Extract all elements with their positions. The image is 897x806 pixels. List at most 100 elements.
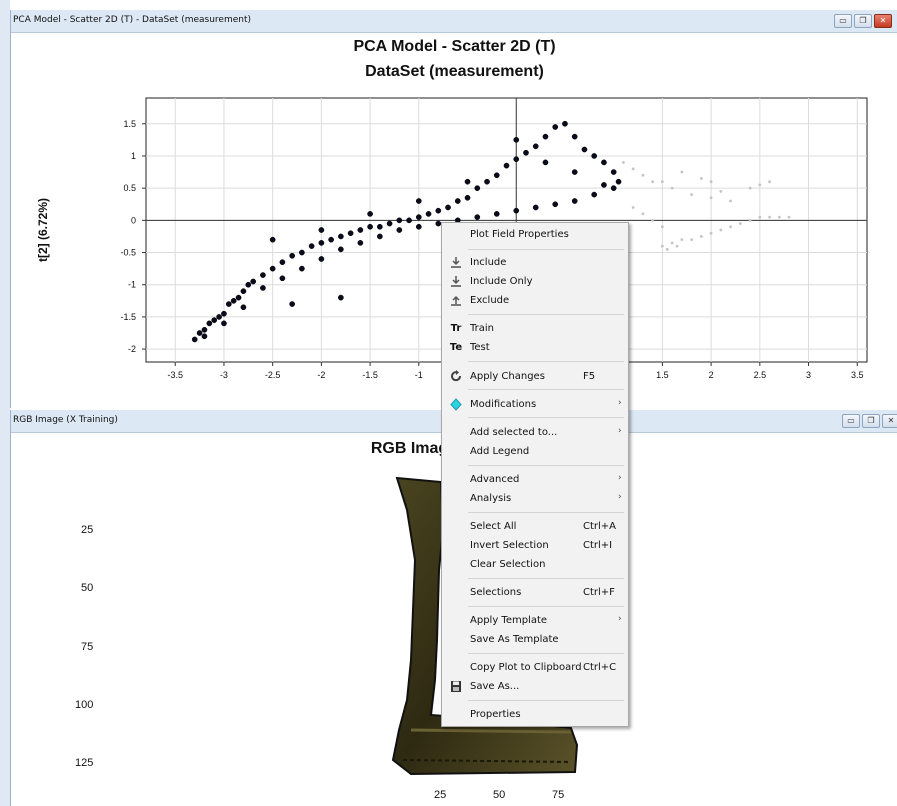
- menu-item-train[interactable]: Tr Train: [450, 323, 494, 334]
- data-point: [318, 240, 325, 246]
- data-point: [338, 246, 344, 253]
- excluded-data-point: [758, 183, 762, 187]
- data-point: [503, 162, 510, 169]
- menu-item-save-as-template[interactable]: Save As Template: [470, 634, 559, 645]
- x-tick-label: 2.5: [754, 370, 767, 380]
- menu-item-apply-template[interactable]: Apply Template ›: [470, 614, 622, 626]
- data-point: [347, 230, 354, 237]
- y-tick-label: -1.5: [120, 312, 136, 322]
- menu-item-add-legend[interactable]: Add Legend: [470, 446, 530, 457]
- refresh-icon: [449, 370, 463, 383]
- data-point: [591, 191, 598, 198]
- menu-separator: [468, 465, 624, 466]
- data-point: [211, 317, 218, 323]
- excluded-data-point: [641, 173, 645, 177]
- menu-item-selections[interactable]: Selections Ctrl+F: [470, 587, 615, 598]
- data-point: [532, 143, 539, 150]
- data-point: [230, 297, 237, 304]
- restore-button[interactable]: ❐: [862, 414, 880, 428]
- minimize-button[interactable]: ▭: [834, 14, 852, 28]
- close-button[interactable]: ✕: [882, 414, 897, 428]
- x-tick-label: -2.5: [265, 370, 281, 380]
- data-point: [435, 207, 442, 214]
- data-point: [513, 137, 520, 143]
- minimize-button[interactable]: ▭: [842, 414, 860, 428]
- menu-separator: [468, 361, 624, 362]
- test-icon: Te: [449, 342, 463, 353]
- data-point: [225, 301, 232, 307]
- data-point: [396, 227, 403, 233]
- data-point: [464, 178, 471, 185]
- menu-item-modifications[interactable]: Modifications ›: [442, 395, 628, 414]
- menu-item-copy-plot-to-clipboard[interactable]: Copy Plot to Clipboard Ctrl+C: [470, 662, 617, 673]
- excluded-data-point: [660, 180, 664, 184]
- data-point: [318, 256, 325, 262]
- data-point: [454, 198, 461, 204]
- data-point: [474, 185, 481, 191]
- menu-separator: [468, 578, 624, 579]
- data-point: [435, 220, 442, 227]
- data-point: [216, 314, 222, 320]
- excluded-data-point: [641, 212, 645, 216]
- menu-item-save-as[interactable]: Save As...: [442, 677, 628, 696]
- menu-item-properties[interactable]: Properties: [470, 709, 521, 720]
- restore-button[interactable]: ❐: [854, 14, 872, 28]
- x-tick-label: 3: [806, 370, 811, 380]
- data-point: [542, 159, 549, 166]
- submenu-arrow-icon: ›: [618, 614, 622, 624]
- menu-item-plot-field-properties[interactable]: Plot Field Properties: [470, 229, 569, 240]
- data-point: [571, 198, 578, 204]
- menu-item-advanced[interactable]: Advanced ›: [470, 473, 622, 485]
- context-menu: Plot Field Properties Include Include On…: [441, 222, 629, 727]
- x-tick-label: -2: [317, 370, 325, 380]
- excluded-data-point: [675, 244, 679, 248]
- menu-separator: [468, 653, 624, 654]
- train-icon: Tr: [450, 323, 462, 334]
- scatter-window-title-bar[interactable]: PCA Model - Scatter 2D (T) - DataSet (me…: [11, 10, 897, 33]
- rgb-y-tick: 125: [75, 757, 94, 769]
- menu-item-clear-selection[interactable]: Clear Selection: [470, 559, 546, 570]
- menu-item-include-only[interactable]: Include Only: [442, 272, 628, 291]
- rgb-image-boot[interactable]: [11, 410, 897, 806]
- exclude-arrow-icon: [449, 294, 463, 307]
- y-tick-label: -2: [128, 344, 136, 354]
- menu-item-apply-changes[interactable]: Apply Changes F5: [442, 367, 628, 386]
- menu-separator: [468, 606, 624, 607]
- data-point: [386, 220, 393, 227]
- window-frame-left-edge: [0, 0, 10, 806]
- data-point: [279, 259, 286, 266]
- data-point: [269, 236, 276, 243]
- menu-item-include[interactable]: Include: [442, 253, 628, 272]
- menu-item-test[interactable]: Te Test: [449, 342, 490, 353]
- data-point: [260, 272, 266, 278]
- scatter-window-title: PCA Model - Scatter 2D (T) - DataSet (me…: [13, 15, 251, 25]
- data-point: [235, 294, 242, 301]
- submenu-arrow-icon: ›: [618, 492, 622, 502]
- data-point: [615, 178, 622, 185]
- menu-item-analysis[interactable]: Analysis ›: [470, 492, 622, 504]
- menu-item-select-all[interactable]: Select All Ctrl+A: [470, 521, 617, 532]
- menu-item-exclude[interactable]: Exclude: [442, 291, 628, 310]
- data-point: [513, 156, 520, 163]
- data-point: [240, 288, 247, 295]
- excluded-data-point: [665, 247, 669, 251]
- excluded-data-point: [680, 170, 684, 174]
- menu-item-add-selected-to[interactable]: Add selected to... ›: [470, 426, 622, 438]
- data-point: [601, 159, 607, 166]
- y-tick-label: 1: [131, 151, 136, 161]
- include-only-arrow-icon: [449, 275, 463, 288]
- excluded-data-point: [758, 215, 762, 219]
- excluded-data-point: [622, 160, 625, 164]
- rgb-y-tick: 50: [81, 582, 94, 594]
- menu-item-invert-selection[interactable]: Invert Selection Ctrl+I: [470, 540, 613, 551]
- data-point: [610, 185, 617, 191]
- excluded-data-point: [719, 189, 723, 193]
- excluded-data-point: [709, 231, 713, 235]
- data-point: [289, 301, 295, 307]
- y-tick-label: 0.5: [123, 183, 136, 193]
- data-point: [308, 243, 315, 249]
- data-point: [201, 333, 208, 340]
- data-point: [552, 201, 559, 208]
- data-point: [196, 330, 203, 336]
- close-button[interactable]: ✕: [874, 14, 892, 28]
